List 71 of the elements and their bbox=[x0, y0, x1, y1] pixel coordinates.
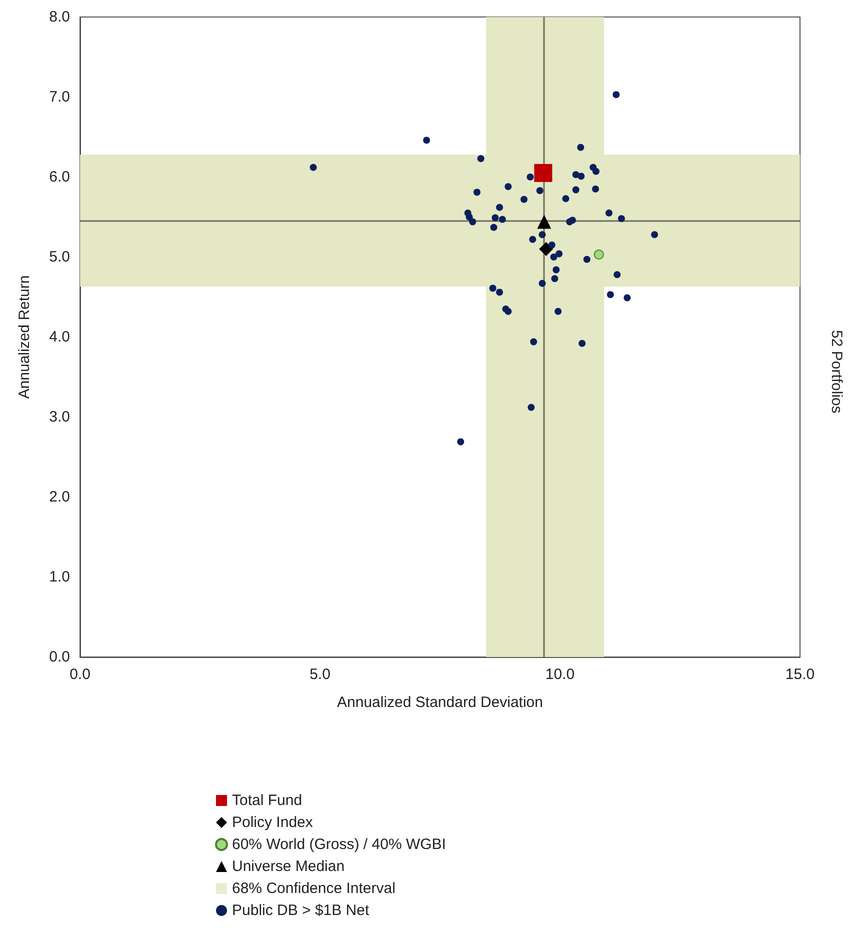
y-tick-label: 2.0 bbox=[49, 488, 70, 506]
point bbox=[594, 250, 604, 260]
legend-label: 68% Confidence Interval bbox=[232, 880, 396, 897]
point bbox=[469, 218, 476, 226]
point bbox=[583, 256, 590, 263]
point bbox=[538, 231, 546, 238]
point bbox=[548, 242, 556, 248]
point bbox=[530, 338, 538, 346]
point bbox=[539, 242, 554, 256]
point bbox=[554, 308, 562, 315]
point bbox=[496, 204, 504, 211]
x-tick-label: 10.0 bbox=[545, 666, 575, 683]
point bbox=[490, 224, 498, 231]
point bbox=[536, 187, 544, 194]
y-tick-label: 7.0 bbox=[49, 88, 70, 106]
text: 52 Portfolios bbox=[828, 330, 845, 414]
x-tick-label: 0.0 bbox=[70, 666, 90, 683]
point bbox=[504, 183, 512, 190]
point bbox=[614, 271, 621, 278]
legend-label: Public DB > $1B Net bbox=[232, 902, 370, 919]
point bbox=[534, 164, 552, 182]
point bbox=[552, 266, 560, 274]
point bbox=[605, 210, 612, 216]
point bbox=[556, 250, 563, 258]
point bbox=[489, 284, 496, 292]
y-tick-label: 6.0 bbox=[49, 168, 70, 186]
point bbox=[572, 186, 580, 194]
point bbox=[578, 172, 585, 180]
point bbox=[568, 216, 576, 224]
point bbox=[529, 236, 536, 243]
point bbox=[528, 404, 535, 411]
y-tick-label: 8.0 bbox=[49, 8, 70, 26]
point bbox=[592, 186, 600, 192]
point bbox=[520, 196, 528, 203]
point bbox=[537, 214, 552, 229]
point bbox=[651, 231, 658, 238]
point bbox=[477, 155, 484, 162]
point bbox=[538, 280, 546, 287]
point bbox=[618, 215, 625, 222]
point bbox=[562, 195, 570, 202]
point bbox=[592, 168, 600, 175]
point bbox=[466, 214, 473, 220]
point bbox=[498, 216, 506, 223]
y-tick-label: 5.0 bbox=[49, 248, 70, 266]
point bbox=[457, 438, 464, 446]
point bbox=[550, 254, 558, 260]
y-tick-label: 3.0 bbox=[49, 408, 70, 426]
point bbox=[492, 214, 499, 222]
x-tick-label: 5.0 bbox=[310, 666, 330, 683]
y-axis-title: Annualized Return bbox=[16, 275, 33, 399]
point bbox=[423, 136, 430, 144]
point bbox=[577, 144, 584, 151]
point bbox=[496, 288, 504, 296]
point bbox=[578, 340, 586, 347]
point bbox=[612, 91, 620, 98]
y-tick-label: 0.0 bbox=[49, 648, 70, 666]
x-tick-label: 15.0 bbox=[785, 666, 815, 683]
legend-label: Policy Index bbox=[232, 814, 314, 831]
point bbox=[473, 188, 480, 196]
y-tick-label: 1.0 bbox=[49, 568, 70, 586]
point bbox=[504, 308, 512, 315]
point bbox=[310, 164, 317, 171]
point bbox=[624, 294, 631, 302]
point bbox=[551, 275, 558, 282]
point bbox=[526, 174, 534, 180]
x-axis-title: Annualized Standard Deviation bbox=[337, 694, 543, 711]
legend-label: Total Fund bbox=[232, 792, 302, 809]
y-tick-label: 4.0 bbox=[49, 328, 70, 346]
legend-label: Universe Median bbox=[232, 858, 345, 875]
legend-label: 60% World (Gross) / 40% WGBI bbox=[232, 836, 446, 853]
point bbox=[606, 291, 614, 298]
